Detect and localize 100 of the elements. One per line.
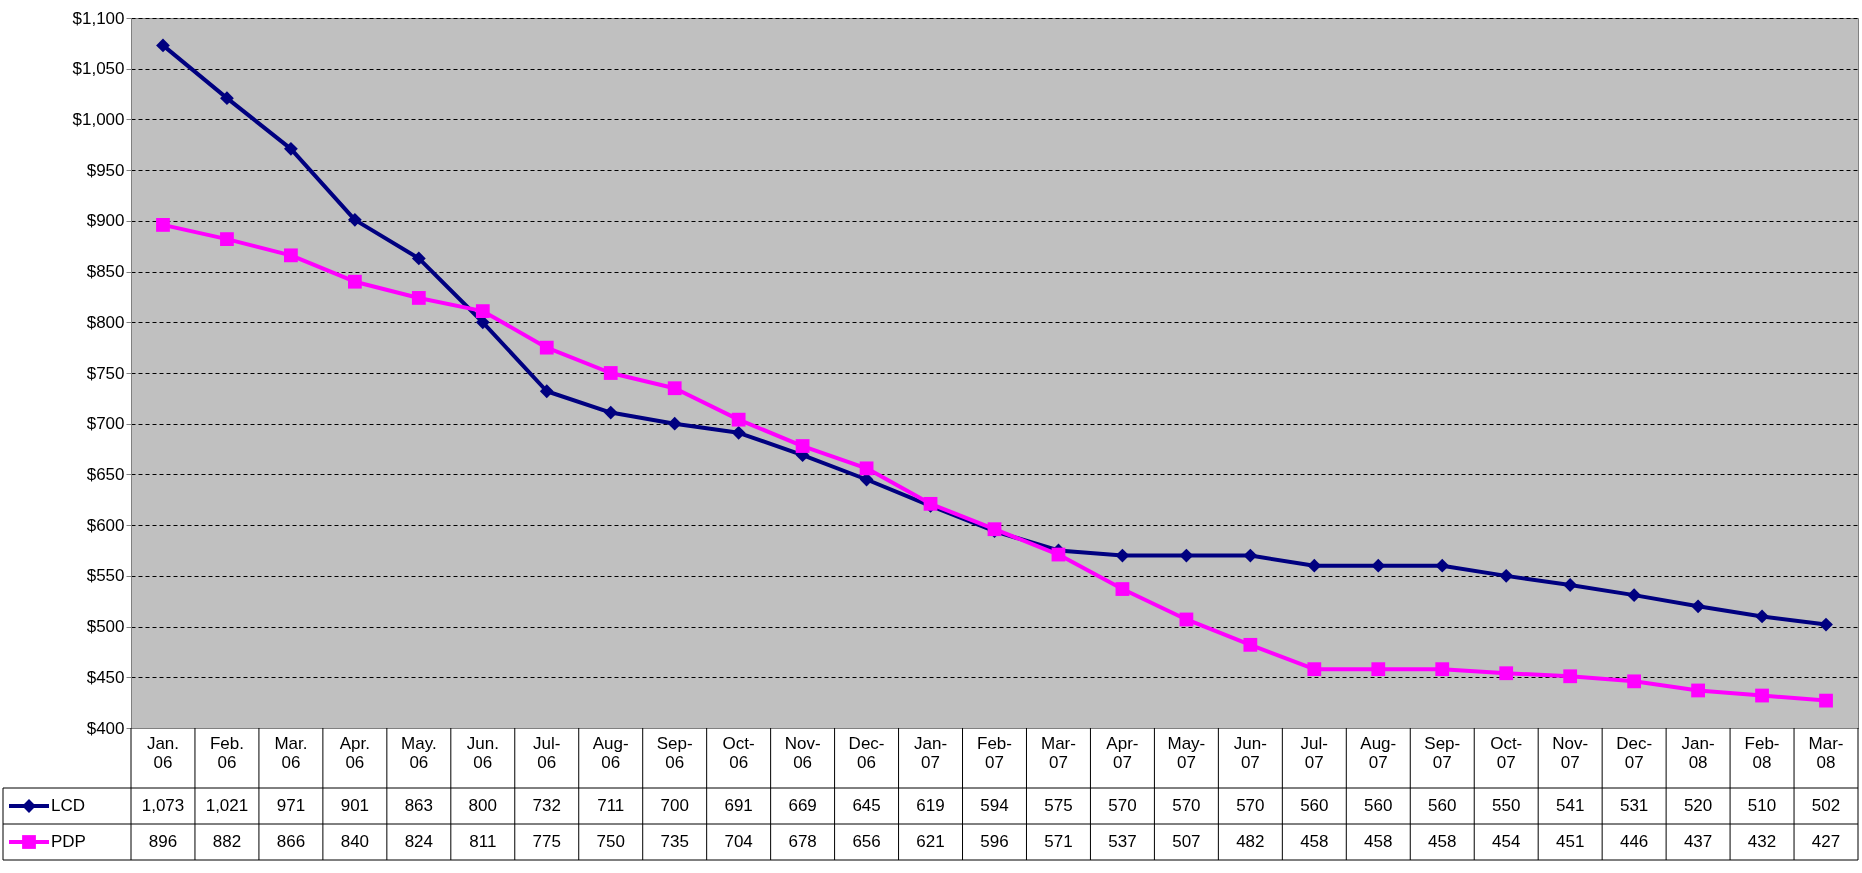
y-tick-label: $700 xyxy=(86,414,125,434)
x-tick-label: Jul-07 xyxy=(1300,734,1329,772)
y-tick-label: $850 xyxy=(86,262,125,282)
y-tick-label: $600 xyxy=(86,515,125,535)
data-label: 669 xyxy=(788,796,817,815)
point xyxy=(1691,683,1705,698)
x-tick-label: Jul-06 xyxy=(533,734,561,772)
data-label: 811 xyxy=(469,832,497,851)
data-label: 901 xyxy=(340,796,370,815)
point xyxy=(603,366,618,380)
point xyxy=(1371,662,1386,677)
point xyxy=(539,340,554,355)
x-tick-label: Feb-07 xyxy=(977,734,1012,772)
data-label: 800 xyxy=(468,796,497,815)
data-label: 711 xyxy=(597,796,625,815)
x-tick-label: Nov-06 xyxy=(784,734,821,772)
data-label: 840 xyxy=(340,832,370,851)
data-label: 971 xyxy=(276,796,306,815)
x-tick-label: Feb-08 xyxy=(1744,734,1780,772)
x-tick-label: Mar-08 xyxy=(1808,734,1844,772)
y-tick-label: $1,050 xyxy=(72,59,125,79)
point xyxy=(220,232,234,247)
legend-label: PDP xyxy=(51,832,86,851)
y-tick-label: $800 xyxy=(86,312,125,332)
data-label: 482 xyxy=(1236,832,1265,851)
point xyxy=(1563,578,1578,592)
data-label: 451 xyxy=(1555,832,1585,851)
x-tick-label: Jun. 06 xyxy=(466,734,499,772)
point xyxy=(284,141,298,156)
point xyxy=(539,384,554,399)
point xyxy=(1691,599,1705,614)
x-tick-label: Feb. 06 xyxy=(209,734,244,772)
data-label: 560 xyxy=(1428,796,1457,815)
data-label: 619 xyxy=(916,796,945,815)
x-tick-label: May. 06 xyxy=(401,734,437,772)
data-label: 691 xyxy=(724,796,753,815)
point xyxy=(667,416,682,431)
data-label: 510 xyxy=(1747,796,1777,815)
data-label: 507 xyxy=(1172,832,1201,851)
point xyxy=(731,412,746,427)
point xyxy=(1627,674,1642,689)
point xyxy=(1755,609,1769,624)
data-label: 656 xyxy=(852,832,881,851)
y-tick-label: $1,100 xyxy=(72,8,125,28)
point xyxy=(347,212,362,227)
x-tick-label: Jan-07 xyxy=(914,734,948,772)
point xyxy=(1307,558,1322,573)
data-label: 645 xyxy=(852,796,881,815)
point xyxy=(1243,637,1258,652)
data-label: 520 xyxy=(1683,796,1713,815)
data-label: 594 xyxy=(980,796,1009,815)
point xyxy=(667,381,682,396)
data-label: 571 xyxy=(1044,832,1073,851)
point xyxy=(1499,666,1514,681)
data-label: 866 xyxy=(276,832,306,851)
data-label: 1,021 xyxy=(205,796,249,815)
data-label: 700 xyxy=(660,796,689,815)
y-tick-label: $1,000 xyxy=(72,109,125,129)
data-label: 570 xyxy=(1236,796,1265,815)
point xyxy=(284,248,298,263)
y-tick-label: $550 xyxy=(86,566,125,586)
point xyxy=(1179,612,1194,627)
y-tick-label: $450 xyxy=(86,667,125,687)
point xyxy=(1243,548,1258,563)
point xyxy=(731,425,746,440)
point xyxy=(1627,588,1642,603)
point xyxy=(475,304,490,319)
x-tick-label: Apr-07 xyxy=(1106,734,1139,772)
data-label: 531 xyxy=(1619,796,1649,815)
x-tick-label: Dec-06 xyxy=(848,734,885,772)
data-label: 570 xyxy=(1172,796,1201,815)
data-label: 678 xyxy=(788,832,817,851)
x-tick-label: Sep-07 xyxy=(1424,734,1461,772)
data-label: 432 xyxy=(1747,832,1777,851)
data-label: 458 xyxy=(1364,832,1393,851)
point xyxy=(1115,582,1130,596)
data-label: 502 xyxy=(1811,796,1841,815)
x-tick-label: Mar-07 xyxy=(1040,734,1076,772)
data-label: 437 xyxy=(1683,832,1713,851)
point xyxy=(859,461,874,476)
x-tick-label: Jan-08 xyxy=(1681,734,1715,772)
point xyxy=(411,251,426,266)
x-tick-label: Oct-06 xyxy=(722,734,755,772)
y-tick-label: $750 xyxy=(86,363,125,383)
y-tick-label: $900 xyxy=(86,211,125,231)
data-label: 560 xyxy=(1300,796,1329,815)
point xyxy=(1563,669,1578,684)
data-label: 541 xyxy=(1555,796,1585,815)
x-tick-label: Jun-07 xyxy=(1233,734,1267,772)
data-label: 863 xyxy=(404,796,434,815)
data-label: 896 xyxy=(148,832,178,851)
data-label: 575 xyxy=(1044,796,1073,815)
data-label: 570 xyxy=(1108,796,1137,815)
data-label: 621 xyxy=(916,832,945,851)
data-label: 882 xyxy=(212,832,242,851)
point xyxy=(347,274,362,289)
y-tick-label: $950 xyxy=(86,160,125,180)
data-label: 537 xyxy=(1108,832,1137,851)
point xyxy=(1435,558,1450,573)
y-tick-label: $650 xyxy=(86,464,125,484)
